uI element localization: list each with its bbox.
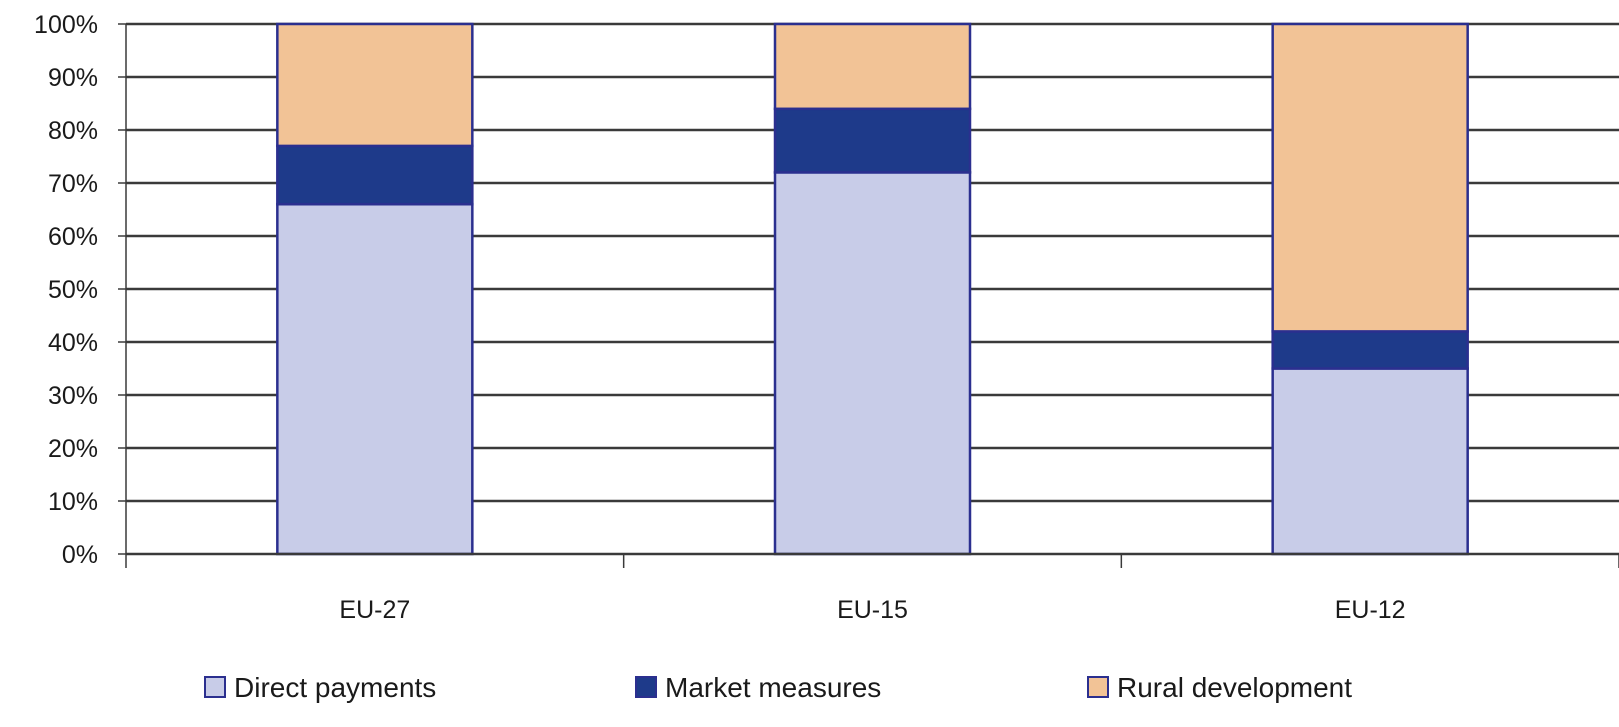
y-tick-label: 0% [62,541,98,569]
y-tick-label: 30% [48,382,98,410]
legend: Direct payments Market measures Rural deve… [204,672,1352,703]
bar-segment [773,171,972,556]
bars [276,22,1469,556]
y-tick-label: 80% [48,117,98,145]
x-tick-label: EU-12 [1335,596,1406,624]
legend-swatch [635,676,657,698]
y-tick-label: 20% [48,435,98,463]
bar-segment [1271,367,1469,556]
legend-swatch [204,676,226,698]
bar-segment [773,22,972,111]
y-tick-label: 40% [48,329,98,357]
x-tick-label: EU-27 [339,596,410,624]
bar-segment [276,202,474,556]
legend-label: Rural development [1117,672,1352,703]
y-axis: 0% 10% 20% 30% 40% 50% 60% 70% 80% 90% 100% [34,11,127,569]
bar-segment [276,144,474,206]
y-tick-label: 60% [48,223,98,251]
x-axis: EU-27 EU-15 EU-12 [125,552,1619,624]
y-tick-label: 90% [48,64,98,92]
bar-segment [276,22,474,148]
y-tick-label: 70% [48,170,98,198]
legend-swatch [1087,676,1109,698]
x-tick-label: EU-15 [837,596,908,624]
y-tick-label: 10% [48,488,98,516]
legend-label: Direct payments [234,672,436,703]
bar-segment [773,107,972,174]
legend-label: Market measures [665,672,881,703]
bar-segment [1271,22,1469,333]
y-tick-label: 100% [34,11,98,39]
y-tick-label: 50% [48,276,98,304]
bar-segment [1271,330,1469,370]
